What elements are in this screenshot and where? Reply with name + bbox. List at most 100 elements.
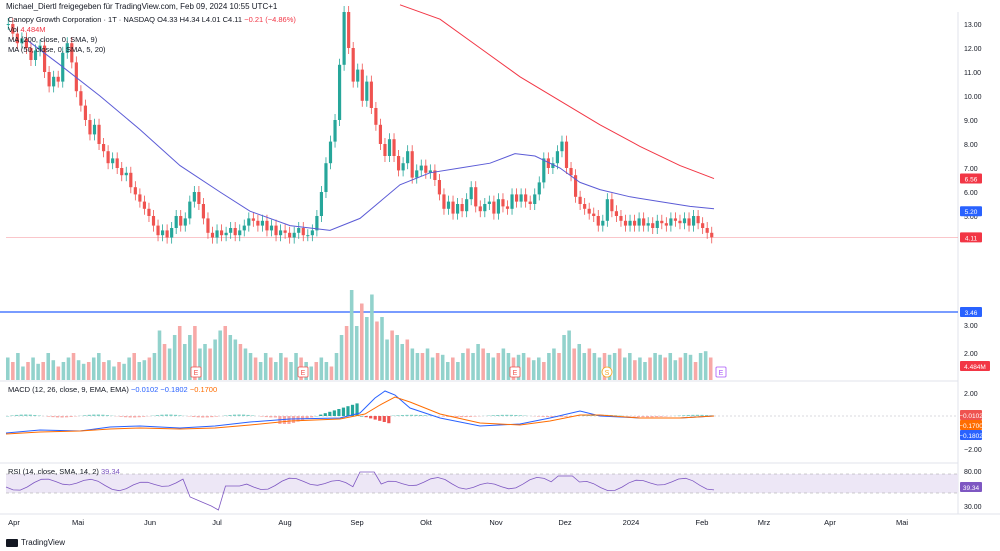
- macd-histogram-bar: [287, 416, 291, 424]
- candle-body: [215, 230, 219, 238]
- candle-body: [238, 230, 242, 236]
- macd-histogram-bar: [586, 415, 591, 416]
- rsi-label[interactable]: RSI (14, close, SMA, 14, 2): [8, 467, 99, 476]
- candle-body: [156, 225, 160, 236]
- macd-histogram-bar: [659, 416, 663, 417]
- candle-body: [387, 139, 392, 156]
- volume-bar: [552, 348, 556, 380]
- candle-body: [601, 220, 605, 226]
- time-axis-label: Jul: [212, 518, 222, 527]
- macd-histogram-bar: [119, 416, 123, 417]
- macd-histogram-bar: [173, 414, 178, 416]
- candle-body: [138, 194, 142, 202]
- candle-body: [365, 81, 369, 101]
- volume-bar: [481, 348, 485, 380]
- volume-bar: [486, 353, 490, 380]
- price-tick-label: 9.00: [964, 118, 978, 125]
- macd-label[interactable]: MACD (12, 26, close, 9, EMA, EMA): [8, 385, 129, 394]
- volume-value: 4.484M: [20, 25, 46, 34]
- volume-bar: [188, 335, 192, 380]
- volume-bar: [430, 357, 435, 380]
- candle-body: [492, 201, 496, 214]
- volume-bar: [547, 353, 551, 380]
- ma200-legend[interactable]: MA (200, close, 0, SMA, 9): [8, 35, 98, 44]
- macd-label-2-bg: [960, 420, 982, 430]
- ma50-legend[interactable]: MA (50, close, 0, SMA, 5, 20): [8, 45, 106, 54]
- volume-bar: [476, 344, 480, 380]
- candle-body: [433, 170, 437, 180]
- volume-bar: [390, 330, 394, 380]
- candle-body: [428, 170, 432, 173]
- ma50-line: [27, 40, 715, 231]
- macd-histogram-bar: [514, 415, 518, 416]
- macd-histogram-bar: [464, 416, 468, 418]
- volume-bar: [658, 354, 662, 380]
- candle-body: [88, 120, 92, 135]
- candle-body: [542, 158, 546, 183]
- candle-body: [265, 220, 269, 231]
- candle-body: [487, 201, 491, 204]
- symbol-name[interactable]: Canopy Growth Corporation · 1T · NASDAQ: [8, 15, 156, 24]
- volume-bar: [365, 317, 369, 380]
- macd-histogram-bar: [373, 416, 377, 420]
- volume-bar: [542, 362, 546, 380]
- candle-body: [496, 199, 501, 214]
- candle-body: [682, 218, 687, 224]
- candle-body: [151, 216, 156, 226]
- candle-body: [519, 194, 523, 202]
- volume-bar: [177, 326, 182, 380]
- candle-body: [501, 199, 505, 207]
- macd-label-3-bg: [960, 430, 982, 440]
- macd-histogram-bar: [468, 416, 473, 417]
- macd-histogram-bar: [500, 414, 504, 416]
- volume-bar: [31, 357, 35, 380]
- candle-body: [197, 192, 201, 204]
- volume-bar: [203, 344, 207, 380]
- volume-bar: [248, 353, 253, 380]
- event-marker-icon: [509, 366, 521, 378]
- volume-bar: [324, 362, 329, 380]
- candle-body: [587, 208, 591, 214]
- macd-value-3: −0.1700: [189, 385, 218, 394]
- volume-bar: [61, 362, 66, 380]
- candle-body: [283, 230, 287, 233]
- volume-bar: [400, 344, 405, 380]
- candle-body: [324, 163, 328, 192]
- volume-bar: [663, 357, 667, 380]
- macd-histogram-bar: [282, 416, 287, 424]
- time-axis-label: 2024: [623, 518, 640, 527]
- time-axis-label: Feb: [696, 518, 709, 527]
- candle-body: [6, 24, 10, 25]
- price-tick-label: 2.00: [964, 351, 978, 358]
- candle-body: [106, 151, 110, 164]
- last-price-label-bg: [960, 232, 982, 243]
- macd-histogram-bar: [645, 416, 650, 418]
- volume-bar: [612, 353, 617, 380]
- volume-bar: [36, 363, 40, 380]
- candle-body: [269, 225, 274, 231]
- volume-bar: [213, 339, 217, 380]
- candle-body: [691, 216, 696, 226]
- volume-bar: [506, 353, 511, 380]
- volume-bar: [46, 353, 51, 380]
- macd-histogram-bar: [541, 416, 545, 417]
- candle-body: [442, 194, 446, 209]
- candle-body: [528, 201, 532, 204]
- volume-bar: [395, 335, 399, 380]
- macd-histogram-bar: [201, 416, 205, 418]
- macd-histogram-bar: [664, 416, 668, 417]
- candle-body: [52, 76, 56, 87]
- volume-bar: [243, 348, 248, 380]
- macd-histogram-bar: [409, 414, 414, 416]
- volume-bar: [693, 362, 698, 380]
- volume-bar: [501, 348, 506, 380]
- time-axis-label: Apr: [824, 518, 836, 527]
- volume-bar: [198, 348, 202, 380]
- price-tick-label: 7.00: [964, 166, 978, 173]
- volume-bar: [456, 362, 460, 380]
- volume-bar: [284, 357, 288, 380]
- macd-histogram-bar: [337, 409, 341, 416]
- macd-histogram-bar: [636, 416, 641, 417]
- candle-body: [233, 228, 237, 236]
